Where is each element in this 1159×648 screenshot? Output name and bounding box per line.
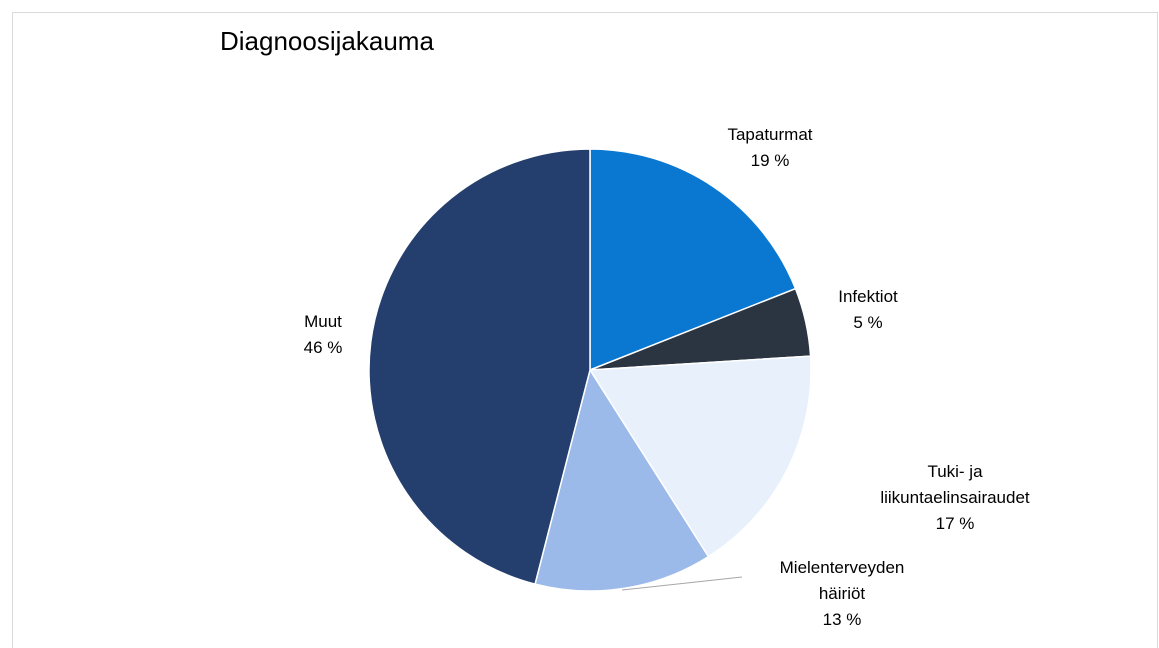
pie-slice (534, 368, 710, 592)
value-label: 17 % (935, 514, 975, 533)
pie-slice (589, 148, 797, 372)
chart-title: Diagnoosijakauma (220, 26, 434, 56)
value-label: 13 % (822, 610, 862, 629)
value-label: 46 % (303, 338, 343, 357)
pie-slice (368, 148, 591, 585)
category-label: Mielenterveyden häiriöt (779, 558, 905, 603)
category-label: Tapaturmat (727, 125, 813, 144)
slice-label: Infektiot 5 % (837, 284, 899, 336)
category-label: Infektiot (838, 287, 898, 306)
slice-label: Tapaturmat 19 % (710, 122, 830, 174)
value-label: 5 % (853, 313, 883, 332)
category-label: Muut (304, 312, 342, 331)
value-label: 19 % (750, 151, 790, 170)
category-label: Tuki- ja liikuntaelinsairaudet (880, 462, 1030, 507)
chart-frame (12, 12, 1158, 648)
slice-label: Muut 46 % (273, 309, 373, 361)
slice-label: Tuki- ja liikuntaelinsairaudet 17 % (865, 459, 1045, 537)
leader-line (621, 576, 743, 591)
slice-label: Mielenterveyden häiriöt 13 % (767, 555, 917, 633)
pie (368, 148, 812, 592)
pie-slice (588, 355, 812, 558)
